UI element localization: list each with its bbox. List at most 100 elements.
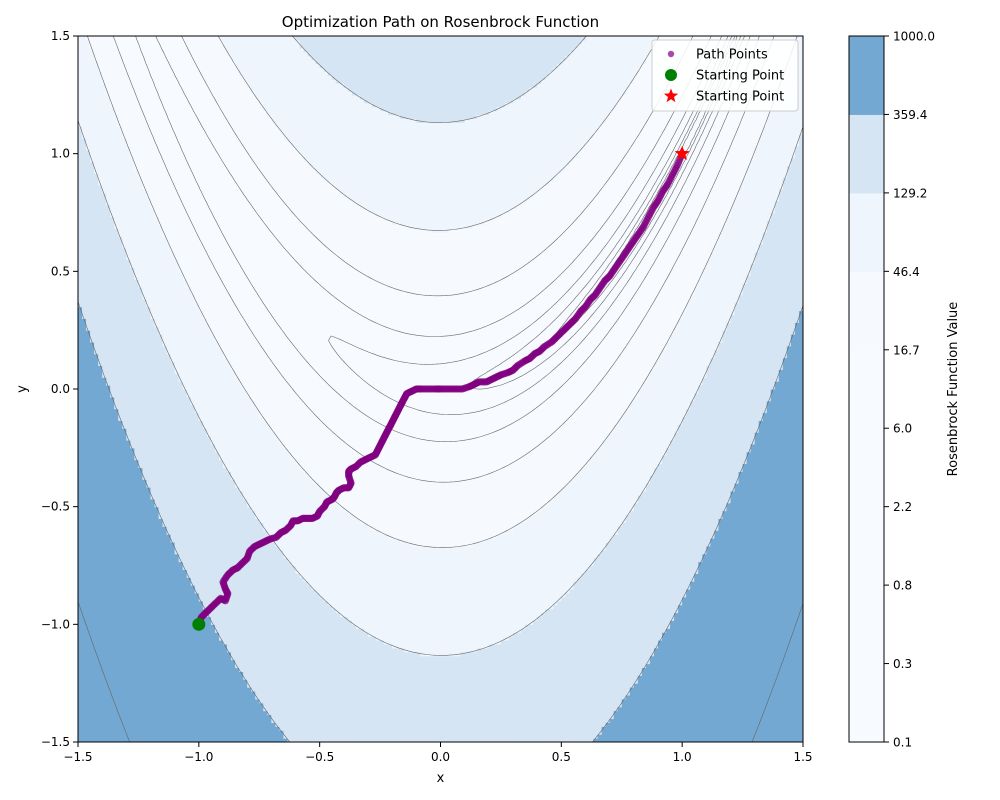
contour-cell: [130, 526, 135, 531]
contour-cell: [102, 95, 107, 100]
contour-cell: [110, 389, 115, 394]
contour-cell: [106, 436, 111, 441]
contour-cell: [191, 311, 196, 316]
contour-cell: [138, 252, 143, 257]
contour-cell: [187, 569, 192, 574]
contour-cell: [110, 546, 115, 551]
contour-cell: [163, 640, 168, 645]
contour-cell: [118, 444, 123, 449]
contour-cell: [155, 318, 160, 323]
contour-cell: [167, 475, 172, 480]
contour-cell: [155, 522, 160, 527]
contour-cell: [179, 209, 184, 214]
contour-cell: [167, 722, 172, 727]
contour-cell: [126, 546, 131, 551]
contour-cell: [183, 605, 188, 610]
contour-cell: [106, 597, 111, 602]
contour-cell: [138, 566, 143, 571]
contour-cell: [130, 236, 135, 241]
contour-cell: [98, 522, 103, 527]
contour-cell: [114, 165, 119, 170]
contour-cell: [126, 722, 131, 727]
contour-cell: [118, 479, 123, 484]
contour-cell: [199, 558, 204, 563]
contour-cell: [114, 107, 119, 112]
contour-cell: [199, 338, 204, 343]
contour-cell: [90, 142, 95, 147]
contour-cell: [146, 165, 151, 170]
contour-cell: [199, 464, 204, 469]
contour-cell: [199, 440, 204, 445]
contour-cell: [191, 362, 196, 367]
contour-cell: [82, 107, 87, 112]
contour-cell: [94, 311, 99, 316]
contour-cell: [142, 275, 147, 280]
contour-cell: [155, 162, 160, 167]
contour-cell: [138, 413, 143, 418]
contour-cell: [102, 365, 107, 370]
contour-cell: [199, 471, 204, 476]
contour-cell: [82, 244, 87, 249]
contour-cell: [179, 240, 184, 245]
contour-cell: [179, 593, 184, 598]
contour-cell: [171, 307, 176, 312]
contour-cell: [159, 283, 164, 288]
contour-cell: [163, 511, 168, 516]
contour-cell: [138, 330, 143, 335]
contour-cell: [191, 365, 196, 370]
contour-cell: [191, 342, 196, 347]
contour-cell: [146, 263, 151, 268]
contour-cell: [163, 205, 168, 210]
contour-cell: [98, 150, 103, 155]
contour-cell: [110, 577, 115, 582]
contour-cell: [183, 448, 188, 453]
contour-cell: [126, 495, 131, 500]
contour-cell: [163, 558, 168, 563]
contour-cell: [126, 162, 131, 167]
contour-cell: [90, 679, 95, 684]
contour-cell: [167, 181, 172, 186]
contour-cell: [187, 664, 192, 669]
contour-cell: [155, 566, 160, 571]
contour-cell: [78, 664, 83, 669]
contour-cell: [94, 511, 99, 516]
contour-cell: [199, 652, 204, 657]
contour-cell: [199, 287, 204, 292]
contour-cell: [159, 201, 164, 206]
contour-cell: [187, 628, 192, 633]
contour-cell: [159, 424, 164, 429]
contour-cell: [195, 711, 200, 716]
contour-cell: [183, 409, 188, 414]
contour-cell: [199, 715, 204, 720]
contour-cell: [159, 181, 164, 186]
contour-cell: [159, 287, 164, 292]
contour-cell: [134, 440, 139, 445]
contour-cell: [146, 216, 151, 221]
contour-cell: [187, 699, 192, 704]
contour-cell: [78, 111, 83, 116]
contour-cell: [179, 350, 184, 355]
contour-cell: [94, 726, 99, 731]
contour-cell: [122, 373, 127, 378]
contour-cell: [179, 577, 184, 582]
contour-cell: [98, 240, 103, 245]
contour-cell: [142, 354, 147, 359]
contour-cell: [118, 616, 123, 621]
contour-cell: [142, 209, 147, 214]
contour-cell: [118, 330, 123, 335]
contour-cell: [142, 232, 147, 237]
contour-cell: [126, 624, 131, 629]
contour-cell: [86, 177, 91, 182]
contour-cell: [155, 385, 160, 390]
contour-cell: [86, 346, 91, 351]
contour-cell: [78, 150, 83, 155]
contour-cell: [183, 365, 188, 370]
contour-cell: [122, 711, 127, 716]
contour-cell: [151, 471, 156, 476]
contour-cell: [90, 63, 95, 68]
contour-cell: [126, 311, 131, 316]
contour-cell: [110, 256, 115, 261]
contour-cell: [134, 248, 139, 253]
contour-cell: [126, 632, 131, 637]
contour-cell: [106, 511, 111, 516]
